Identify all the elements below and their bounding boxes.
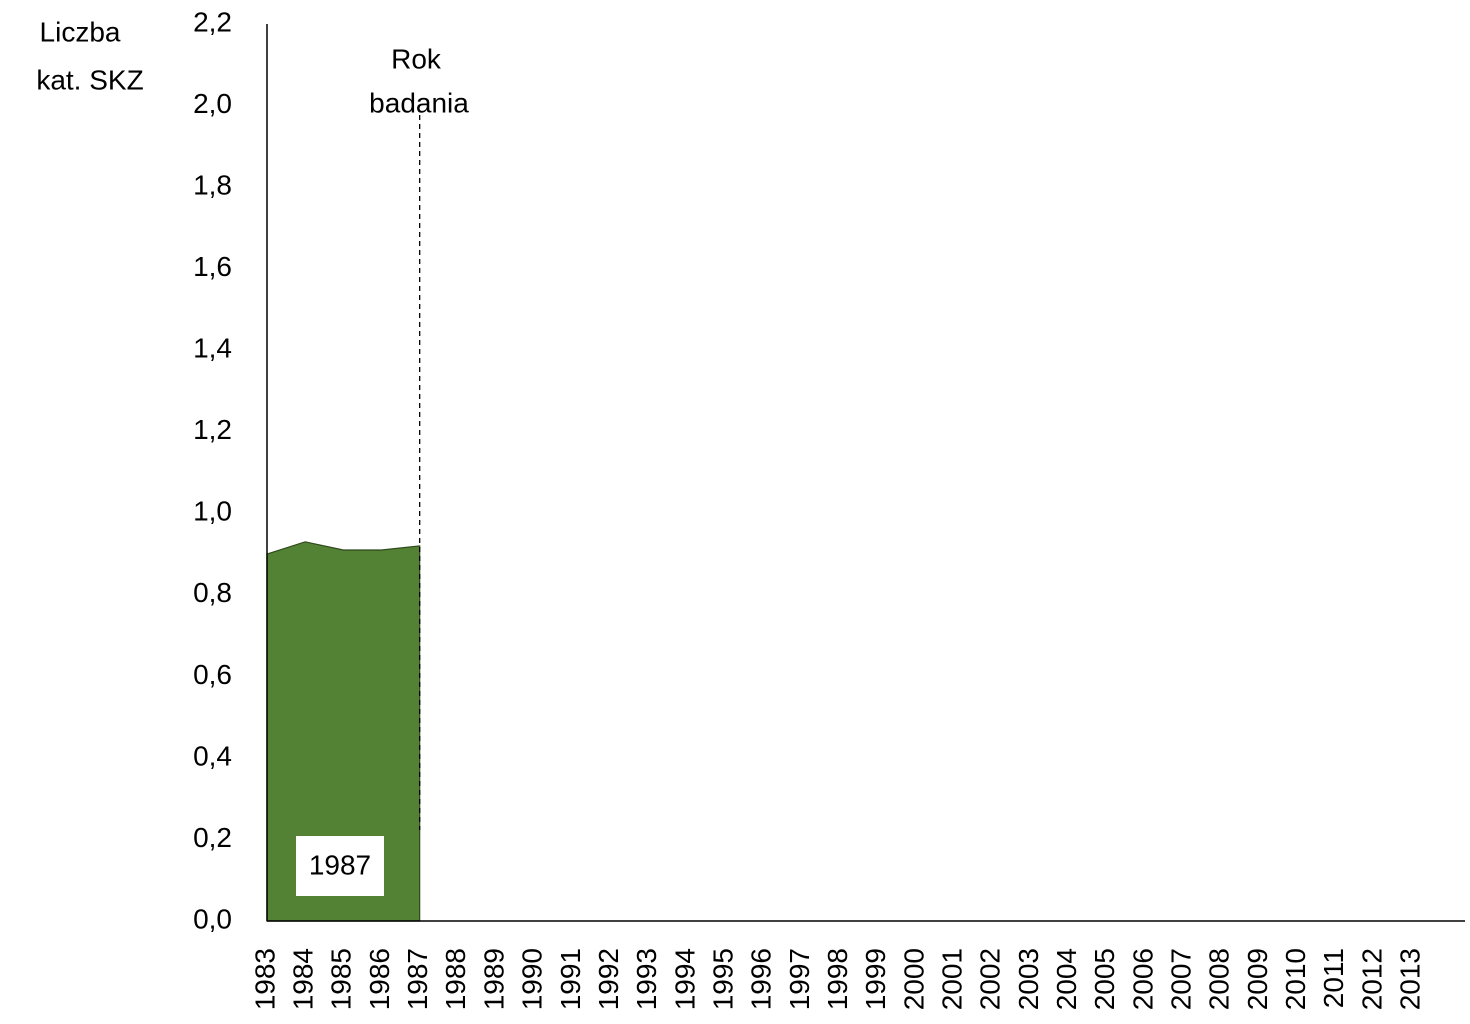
- y-axis-label: Liczba: [40, 16, 121, 47]
- x-tick-label: 1983: [249, 948, 280, 1010]
- y-tick-label: 0,4: [193, 740, 232, 771]
- y-tick-label: 1,6: [193, 251, 232, 282]
- x-tick-label: 2009: [1242, 948, 1273, 1010]
- x-tick-label: 1988: [440, 948, 471, 1010]
- x-tick-label: 1984: [288, 948, 319, 1010]
- x-tick-label: 2000: [898, 948, 929, 1010]
- x-tick-label: 2007: [1165, 948, 1196, 1010]
- x-tick-label: 1995: [707, 948, 738, 1010]
- x-tick-label: 2004: [1051, 948, 1082, 1010]
- x-tick-label: 2005: [1089, 948, 1120, 1010]
- x-tick-label: 2008: [1204, 948, 1235, 1010]
- annotation: badania: [369, 87, 469, 118]
- y-tick-label: 2,0: [193, 88, 232, 119]
- x-tick-label: 2006: [1127, 948, 1158, 1010]
- x-tick-label: 2013: [1394, 948, 1425, 1010]
- y-tick-label: 1,0: [193, 496, 232, 527]
- x-tick-label: 1987: [402, 948, 433, 1010]
- x-tick-label: 1993: [631, 948, 662, 1010]
- x-tick-label: 2002: [975, 948, 1006, 1010]
- x-tick-label: 1989: [478, 948, 509, 1010]
- marker-box: [296, 836, 384, 896]
- x-tick-label: 1990: [517, 948, 548, 1010]
- y-tick-label: 0,2: [193, 822, 232, 853]
- y-axis-label: kat. SKZ: [36, 64, 143, 95]
- x-tick-label: 1986: [364, 948, 395, 1010]
- marker-label: 1987: [309, 849, 371, 880]
- x-tick-label: 1994: [669, 948, 700, 1010]
- x-tick-label: 1999: [860, 948, 891, 1010]
- y-tick-label: 1,2: [193, 414, 232, 445]
- y-tick-label: 1,8: [193, 169, 232, 200]
- x-tick-label: 2012: [1356, 948, 1387, 1010]
- area: [266, 541, 421, 922]
- y-tick-label: 0,0: [193, 903, 232, 934]
- x-tick-label: 1985: [326, 948, 357, 1010]
- x-tick-label: 2010: [1280, 948, 1311, 1010]
- x-tick-label: 1996: [746, 948, 777, 1010]
- y-tick-label: 1,4: [193, 333, 232, 364]
- x-tick-label: 1992: [593, 948, 624, 1010]
- annotation: Rok: [391, 43, 442, 74]
- x-tick-label: 1991: [555, 948, 586, 1010]
- x-tick-label: 1997: [784, 948, 815, 1010]
- x-tick-label: 2011: [1318, 948, 1349, 1008]
- x-tick-label: 2003: [1013, 948, 1044, 1010]
- x-tick-label: 1998: [822, 948, 853, 1010]
- y-tick-label: 0,8: [193, 577, 232, 608]
- x-tick-label: 2001: [936, 948, 967, 1010]
- y-tick-label: 0,6: [193, 659, 232, 690]
- y-tick-label: 2,2: [193, 6, 232, 37]
